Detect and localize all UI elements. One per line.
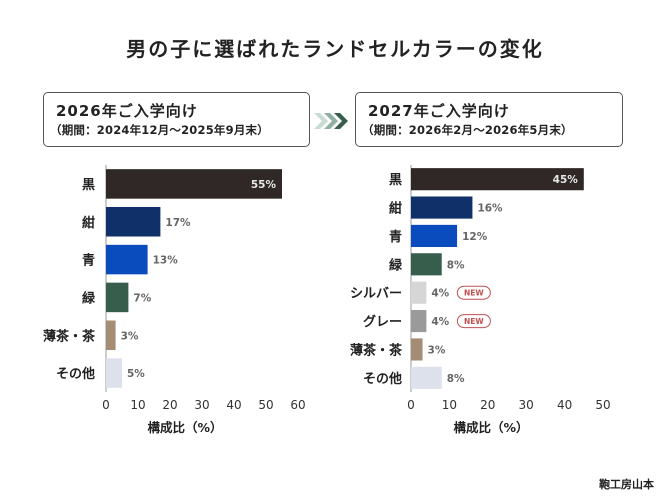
category-label: 薄茶・茶 xyxy=(43,328,96,344)
x-tick-label: 20 xyxy=(480,398,495,412)
new-badge-label: NEW xyxy=(464,317,484,326)
bar xyxy=(411,224,458,248)
category-label: 緑 xyxy=(82,290,96,306)
x-tick-label: 20 xyxy=(162,398,177,412)
new-badge xyxy=(456,314,491,329)
value-label: 45% xyxy=(553,174,579,186)
new-badge xyxy=(456,285,491,300)
double-chevron-right-icon xyxy=(314,113,348,129)
bar xyxy=(411,253,442,276)
period-title-2026: 2026年ご入学向け xyxy=(56,102,198,120)
category-label: 黒 xyxy=(389,172,402,188)
x-tick-label: 30 xyxy=(194,398,209,412)
period-subtitle-2027: （期間：2026年2月〜2026年5月末） xyxy=(362,123,573,137)
bar xyxy=(106,320,116,351)
credit-label: 鞄工房山本 xyxy=(599,478,654,491)
value-label: 8% xyxy=(447,259,465,271)
value-label: 16% xyxy=(477,203,503,215)
value-label: 55% xyxy=(251,179,277,191)
category-label: グレー xyxy=(363,314,402,330)
bar xyxy=(106,169,282,199)
bar xyxy=(106,244,148,275)
period-subtitle-2026: （期間：2024年12月〜2025年9月末） xyxy=(50,123,269,137)
bar xyxy=(411,168,584,191)
category-label: 黒 xyxy=(82,177,95,193)
x-tick-label: 40 xyxy=(226,398,241,412)
period-box-2026: 2026年ご入学向け （期間：2024年12月〜2025年9月末） xyxy=(43,92,310,147)
x-tick-label: 0 xyxy=(102,398,110,412)
bar xyxy=(411,196,473,219)
x-tick-label: 0 xyxy=(407,398,415,412)
value-label: 8% xyxy=(447,373,465,385)
value-label: 3% xyxy=(121,330,139,342)
category-label: 青 xyxy=(82,253,95,269)
category-label: 紺 xyxy=(389,201,402,217)
x-tick-label: 60 xyxy=(290,398,305,412)
bar xyxy=(411,309,427,333)
x-tick-label: 50 xyxy=(595,398,610,412)
value-label: 3% xyxy=(428,344,446,356)
value-label: 13% xyxy=(153,255,179,267)
category-label: その他 xyxy=(363,371,402,387)
bar xyxy=(106,358,122,388)
category-label: 緑 xyxy=(389,257,403,273)
x-tick-label: 10 xyxy=(130,398,145,412)
new-badge-label: NEW xyxy=(464,289,484,298)
category-label: シルバー xyxy=(350,287,402,302)
x-tick-label: 50 xyxy=(258,398,273,412)
bar xyxy=(411,281,427,304)
category-label: 紺 xyxy=(82,215,95,231)
value-label: 7% xyxy=(133,292,151,304)
category-label: 薄茶・茶 xyxy=(350,342,403,358)
period-title-2027: 2027年ご入学向け xyxy=(368,102,510,120)
category-label: 青 xyxy=(389,229,402,245)
x-tick-label: 30 xyxy=(519,398,534,412)
period-box-2027: 2027年ご入学向け （期間：2026年2月〜2026年5月末） xyxy=(355,92,623,147)
category-label: その他 xyxy=(56,366,95,382)
bar xyxy=(411,366,442,389)
bar xyxy=(411,338,423,361)
x-tick-label: 10 xyxy=(442,398,457,412)
value-label: 12% xyxy=(462,231,488,243)
value-label: 17% xyxy=(165,217,191,229)
x-axis-title: 構成比（%） xyxy=(453,420,528,435)
x-axis-title: 構成比（%） xyxy=(147,420,222,435)
value-label: 5% xyxy=(127,368,145,380)
page-title: 男の子に選ばれたランドセルカラーの変化 xyxy=(126,37,544,61)
bar xyxy=(106,206,161,237)
x-tick-label: 40 xyxy=(557,398,572,412)
value-label: 4% xyxy=(431,288,449,300)
value-label: 4% xyxy=(431,316,449,328)
bar xyxy=(106,282,129,313)
